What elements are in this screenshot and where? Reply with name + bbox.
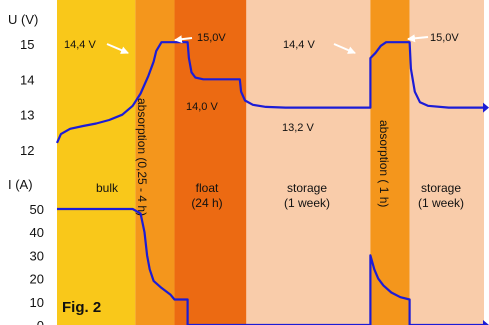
- figure-label: Fig. 2: [62, 299, 101, 316]
- annotation-v-15-0-second: 15,0V: [430, 32, 459, 44]
- current-tick-label: 40: [30, 225, 44, 240]
- axes: U (V) I (A): [8, 12, 38, 192]
- phase-band-float: [174, 0, 247, 325]
- current-tick-labels: 50 40 30 20 10 0: [30, 202, 44, 325]
- current-series-arrow: [483, 320, 489, 325]
- voltage-series-arrow: [483, 102, 489, 113]
- voltage-tick-label: 15: [20, 37, 34, 52]
- current-tick-label: 10: [30, 295, 44, 310]
- phase-band-bulk: [57, 0, 136, 325]
- current-tick-label: 20: [30, 272, 44, 287]
- phase-labels: bulk absorption (0,25 - 4 h) float(24 h) st…: [96, 98, 464, 216]
- current-series-line: [57, 207, 484, 325]
- annotation-arrow-v-15-0-second: [407, 34, 429, 43]
- annotation-v-14-0: 14,0 V: [186, 101, 218, 113]
- annotation-v-14-4-first: 14,4 V: [64, 39, 96, 51]
- phase-sublabel-storage-2: (1 week): [418, 196, 464, 210]
- phase-label-absorption-1: absorption (0,25 - 4 h): [135, 98, 149, 216]
- current-axis-title: I (A): [8, 177, 33, 192]
- phase-band-storage-2: [409, 0, 484, 325]
- phase-label-storage-2: storage: [421, 181, 461, 195]
- phase-band-storage-1: [246, 0, 371, 325]
- annotation-arrow-v-14-4-first: [106, 43, 129, 54]
- annotation-v-14-4-second: 14,4 V: [283, 39, 315, 51]
- current-tick-label: 50: [30, 202, 44, 217]
- current-tick-label: 30: [30, 248, 44, 263]
- voltage-axis-title: U (V): [8, 12, 38, 27]
- annotation-v-13-2: 13,2 V: [282, 122, 314, 134]
- series-end-arrows: [483, 102, 489, 325]
- phase-sublabel-float: (24 h): [191, 196, 222, 210]
- annotation-arrow-v-14-4-second: [333, 43, 356, 54]
- phase-label-bulk: bulk: [96, 181, 119, 195]
- voltage-tick-labels: 15 14 13 12: [20, 37, 34, 158]
- phase-label-absorption-2: absorption ( 1 h): [377, 120, 391, 207]
- annotation-v-15-0-first: 15,0V: [197, 32, 226, 44]
- voltage-tick-label: 14: [20, 72, 34, 87]
- phase-label-storage-1: storage: [287, 181, 327, 195]
- annotation-arrow-v-15-0-first: [174, 35, 193, 44]
- phase-bands: [57, 0, 484, 325]
- phase-band-absorption-2: [370, 0, 410, 325]
- voltage-annotations: 14,4 V 15,0V 14,0 V 13,2 V 14,4 V 15,0V: [64, 32, 459, 134]
- phase-label-float: float: [196, 181, 219, 195]
- current-tick-label: 0: [37, 318, 44, 325]
- voltage-series-line: [55, 41, 484, 144]
- series-lines: [55, 41, 484, 325]
- voltage-tick-label: 13: [20, 108, 34, 123]
- phase-sublabel-storage-1: (1 week): [284, 196, 330, 210]
- voltage-tick-label: 12: [20, 143, 34, 158]
